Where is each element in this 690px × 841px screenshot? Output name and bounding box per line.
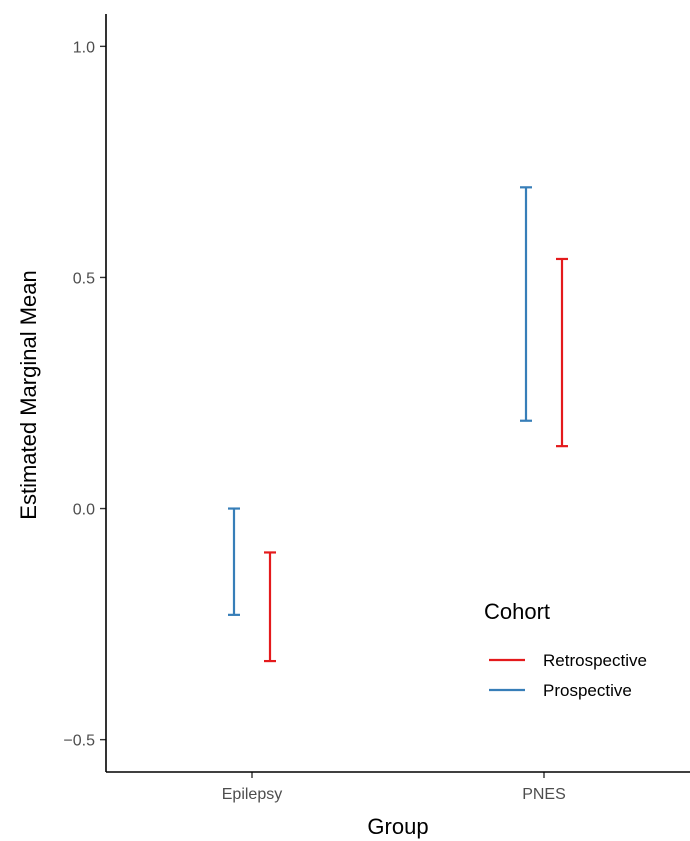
legend-item-retrospective: Retrospective — [489, 651, 647, 670]
x-axis-title: Group — [367, 814, 428, 839]
error-bar-retrospective-epilepsy — [264, 551, 276, 663]
error-bars — [228, 186, 568, 663]
legend: Cohort Retrospective Prospective — [484, 599, 647, 700]
y-tick-label: 0.5 — [73, 270, 95, 287]
y-tick-label: 0.0 — [73, 502, 95, 519]
error-bar-prospective-pnes — [520, 186, 532, 422]
legend-label: Prospective — [543, 681, 632, 700]
legend-item-prospective: Prospective — [489, 681, 632, 700]
error-bar-retrospective-pnes — [556, 257, 568, 448]
legend-items: Retrospective Prospective — [489, 651, 647, 700]
y-axis-ticks: −0.5 0.0 0.5 1.0 — [63, 39, 106, 750]
x-tick-label: PNES — [522, 786, 566, 803]
x-axis-ticks: Epilepsy PNES — [222, 772, 566, 803]
x-tick-label: Epilepsy — [222, 786, 282, 803]
y-tick-label: 1.0 — [73, 39, 95, 56]
error-bar-prospective-epilepsy — [228, 507, 240, 616]
y-axis-title: Estimated Marginal Mean — [16, 270, 41, 519]
y-tick-label: −0.5 — [63, 733, 95, 750]
legend-title: Cohort — [484, 599, 550, 624]
legend-label: Retrospective — [543, 651, 647, 670]
